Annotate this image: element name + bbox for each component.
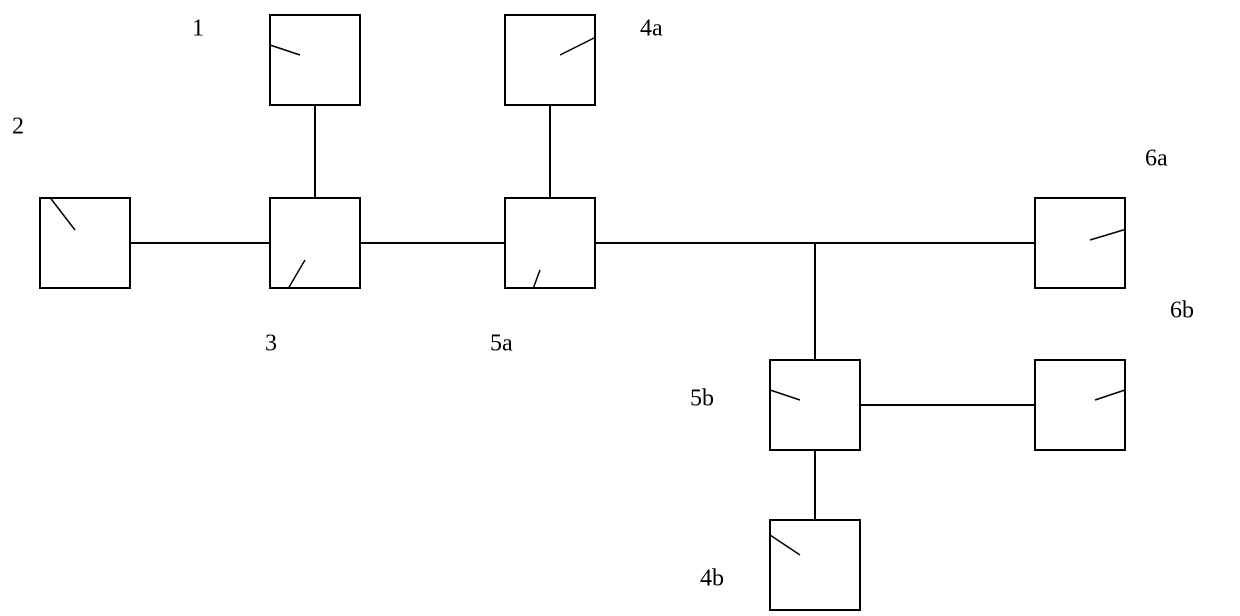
leader-5a xyxy=(533,270,540,288)
leader-4b xyxy=(770,535,800,555)
leader-2 xyxy=(50,198,75,230)
leader-5b xyxy=(770,390,800,400)
node-n5a xyxy=(505,198,595,288)
label-5a: 5a xyxy=(490,331,513,357)
label-5b: 5b xyxy=(690,386,714,412)
label-4b: 4b xyxy=(700,566,724,592)
node-n3 xyxy=(270,198,360,288)
node-n5b xyxy=(770,360,860,450)
node-n1 xyxy=(270,15,360,105)
label-2: 2 xyxy=(12,114,24,140)
node-n4a xyxy=(505,15,595,105)
node-n2 xyxy=(40,198,130,288)
label-1: 1 xyxy=(192,16,204,42)
block-diagram: 1 4a 2 6a 6b 3 5a 5b 4b xyxy=(0,0,1240,616)
node-n6b xyxy=(1035,360,1125,450)
label-6a: 6a xyxy=(1145,146,1168,172)
label-4a: 4a xyxy=(640,16,663,42)
leader-4a xyxy=(560,38,595,56)
leader-1 xyxy=(270,45,300,55)
node-n6a xyxy=(1035,198,1125,288)
node-n4b xyxy=(770,520,860,610)
leader-6b xyxy=(1095,390,1125,400)
leader-6a xyxy=(1090,230,1125,241)
leader-3 xyxy=(289,260,305,288)
label-3: 3 xyxy=(265,331,277,357)
label-6b: 6b xyxy=(1170,298,1194,324)
